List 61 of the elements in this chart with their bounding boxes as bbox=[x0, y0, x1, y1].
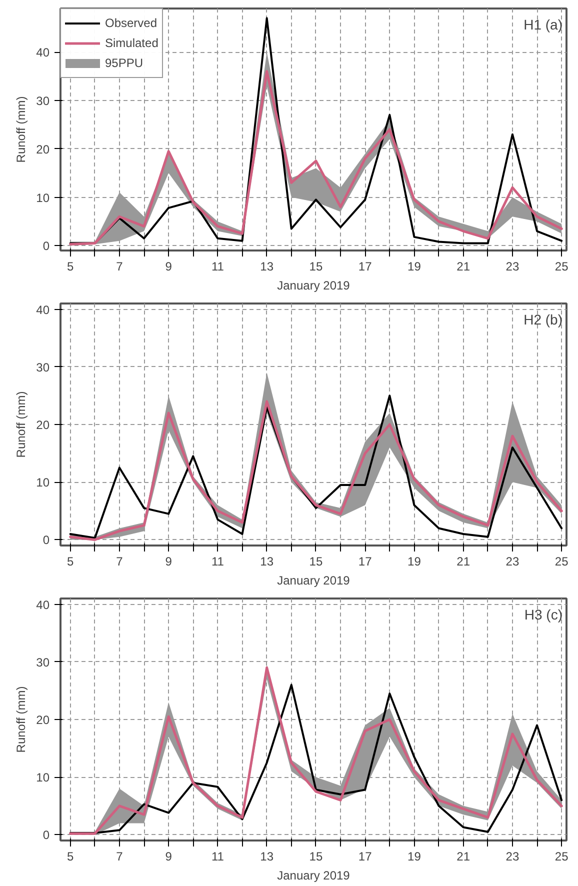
x-tick-label: 11 bbox=[211, 850, 224, 864]
x-tick-label: 7 bbox=[116, 554, 124, 568]
text: H3 (c) bbox=[524, 606, 563, 622]
x-tick-label: 15 bbox=[309, 850, 323, 864]
y-tick-label: 30 bbox=[36, 360, 50, 374]
x-tick-label: 15 bbox=[309, 554, 323, 568]
y-tick-label: 10 bbox=[36, 770, 50, 785]
x-tick-label: 5 bbox=[66, 554, 74, 568]
x-tick-label: 23 bbox=[506, 850, 520, 864]
line-series bbox=[69, 17, 563, 244]
legend-label: Observed bbox=[105, 16, 158, 30]
x-tick-label: 21 bbox=[456, 850, 470, 864]
y-tick-label: 40 bbox=[36, 302, 50, 317]
x-tick-label: 25 bbox=[554, 850, 569, 864]
y-tick-label: 0 bbox=[42, 239, 50, 254]
x-axis-title: January 2019 bbox=[277, 278, 350, 292]
x-tick-label: 11 bbox=[211, 260, 224, 274]
x-tick-label: 21 bbox=[456, 260, 470, 274]
x-tick-label: 17 bbox=[358, 260, 372, 274]
y-tick-label: 20 bbox=[36, 142, 50, 156]
x-tick-label: 7 bbox=[116, 850, 124, 864]
x-tick-label: 19 bbox=[408, 850, 422, 864]
x-tick-label: 9 bbox=[165, 850, 172, 864]
y-tick-label: 10 bbox=[36, 190, 50, 205]
x-tick-label: 23 bbox=[506, 260, 520, 274]
x-tick-label: 17 bbox=[358, 850, 372, 864]
x-tick-label: 19 bbox=[408, 554, 422, 568]
legend-label: Simulated bbox=[105, 36, 158, 50]
text: H2 (b) bbox=[524, 312, 563, 328]
y-tick-label: 0 bbox=[42, 828, 50, 842]
x-axis-title: January 2019 bbox=[277, 868, 350, 882]
x-axis-title: January 2019 bbox=[277, 574, 350, 588]
x-tick-label: 7 bbox=[116, 260, 124, 274]
x-tick-label: 13 bbox=[260, 850, 274, 864]
y-tick-label: 40 bbox=[36, 598, 50, 612]
y-tick-label: 20 bbox=[36, 418, 50, 432]
x-tick-label: 13 bbox=[260, 554, 274, 568]
x-tick-label: 17 bbox=[358, 554, 372, 568]
x-tick-label: 5 bbox=[66, 260, 74, 274]
text: H1 (a) bbox=[524, 16, 563, 32]
x-tick-label: 9 bbox=[165, 554, 172, 568]
y-axis-title: Runoff (mm) bbox=[14, 96, 28, 163]
y-axis-title: Runoff (mm) bbox=[14, 686, 28, 753]
y-axis-title: Runoff (mm) bbox=[14, 391, 28, 458]
annotation: 95PPU bbox=[105, 56, 144, 70]
x-tick-label: 5 bbox=[66, 850, 74, 864]
x-tick-label: 13 bbox=[260, 260, 274, 274]
x-tick-label: 25 bbox=[554, 260, 569, 274]
x-tick-label: 21 bbox=[456, 554, 470, 568]
y-tick-label: 0 bbox=[42, 533, 50, 548]
x-tick-label: 15 bbox=[309, 260, 323, 274]
y-tick-label: 40 bbox=[36, 46, 50, 60]
y-tick-label: 20 bbox=[36, 713, 50, 727]
y-tick-label: 10 bbox=[36, 476, 50, 490]
x-tick-label: 23 bbox=[506, 554, 520, 568]
x-tick-label: 11 bbox=[211, 554, 224, 568]
y-tick-label: 30 bbox=[36, 94, 50, 108]
x-tick-label: 25 bbox=[554, 554, 569, 568]
x-tick-label: 9 bbox=[165, 260, 172, 274]
y-tick-label: 30 bbox=[36, 655, 50, 670]
x-tick-label: 19 bbox=[408, 260, 422, 274]
